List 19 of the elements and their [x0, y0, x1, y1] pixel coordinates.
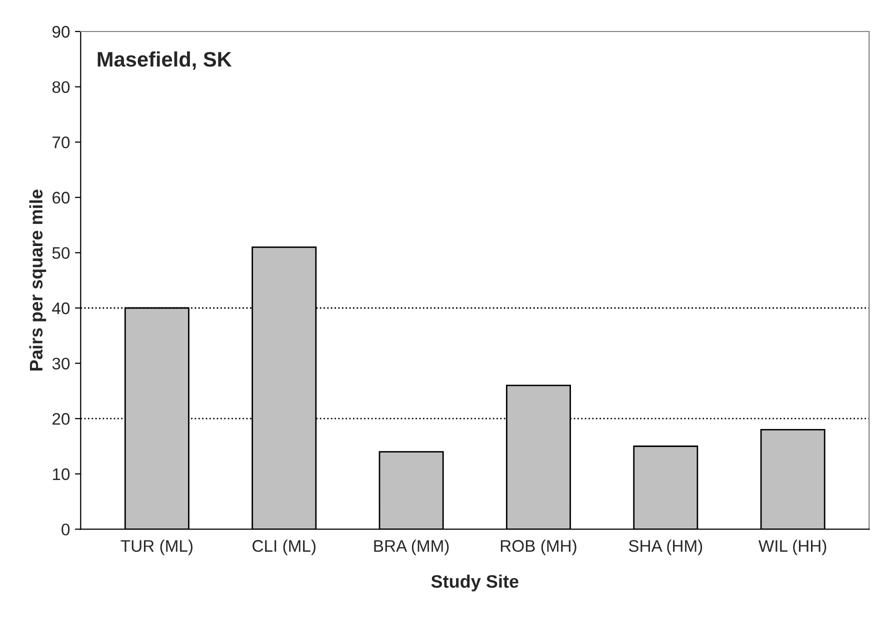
x-tick-label: BRA (MM)	[374, 540, 449, 556]
y-tick-label: 40	[52, 302, 70, 314]
x-tick-label: WIL (HH)	[758, 540, 826, 556]
y-tick-label: 90	[52, 26, 70, 38]
x-tick-label: ROB (MH)	[500, 540, 576, 556]
y-tick-label: 60	[52, 192, 70, 204]
y-axis-title: Pairs per square mile	[29, 190, 46, 370]
y-tick-label: 20	[52, 413, 70, 425]
y-tick-label: 30	[52, 358, 70, 370]
y-tick-label: 50	[52, 247, 70, 259]
x-tick-label: SHA (HM)	[628, 540, 702, 556]
y-tick-label: 80	[52, 81, 70, 94]
x-tick-label: TUR (ML)	[120, 540, 192, 556]
y-tick-label: 70	[52, 136, 70, 148]
x-axis-title: Study Site	[431, 574, 518, 592]
x-tick-label: CLI (ML)	[252, 540, 316, 556]
y-tick-label: 0	[62, 524, 70, 536]
y-tick-label: 10	[52, 468, 70, 480]
text: Masefield, SK	[98, 51, 232, 70]
